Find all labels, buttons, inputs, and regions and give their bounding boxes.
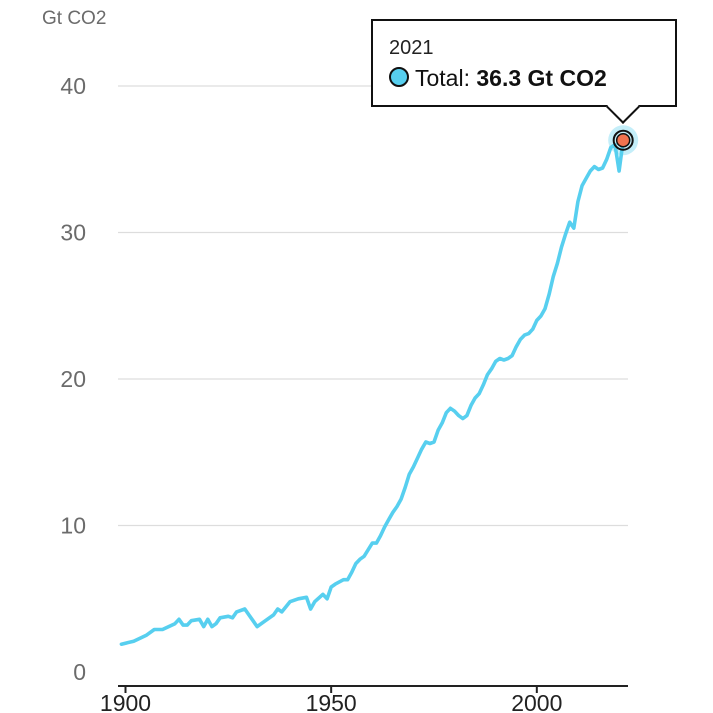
gridlines (118, 85, 628, 527)
x-tick-label-2000: 2000 (511, 690, 562, 713)
y-tick-label-10: 10 (60, 513, 86, 539)
y-tick-label-30: 30 (60, 220, 86, 246)
tooltip-series-label: Total: (415, 65, 470, 91)
highlight-point (615, 132, 631, 148)
highlight-ring (612, 129, 634, 151)
data-tooltip: 2021 Total: 36.3 Gt CO2 (371, 19, 677, 107)
x-tick-label-1950: 1950 (306, 690, 357, 713)
tooltip-value-row: Total: 36.3 Gt CO2 (389, 65, 607, 92)
y-tick-label-20: 20 (60, 366, 86, 392)
y-tick-label-40: 40 (60, 73, 86, 99)
x-tick-label-1900: 1900 (100, 690, 151, 713)
y-axis-unit-label: Gt CO2 (42, 8, 107, 29)
y-tick-label-0: 0 (73, 659, 86, 685)
highlight-layer (608, 125, 639, 156)
axes: 0 10 20 30 40 1900 1950 2000 (60, 73, 628, 713)
series-color-dot-icon (389, 67, 409, 87)
series-line-total (119, 138, 625, 646)
tooltip-year: 2021 (389, 37, 434, 59)
tooltip-value: 36.3 Gt CO2 (476, 65, 607, 91)
series-layer (119, 138, 625, 646)
